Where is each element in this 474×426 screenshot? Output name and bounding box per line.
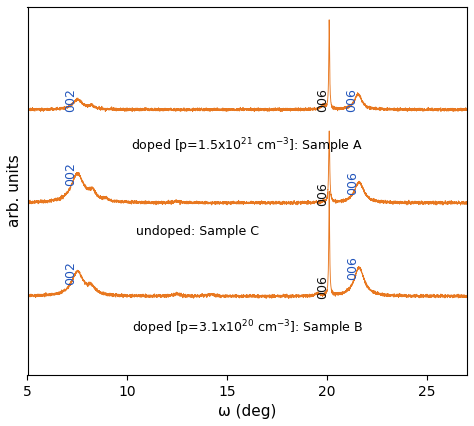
Text: 006: 006	[316, 275, 329, 299]
Text: 002: 002	[64, 88, 77, 112]
Text: 006: 006	[345, 88, 358, 112]
Text: 006: 006	[316, 181, 329, 205]
Text: undoped: Sample C: undoped: Sample C	[136, 225, 259, 239]
X-axis label: ω (deg): ω (deg)	[218, 404, 276, 419]
Text: doped [p=3.1x10$^{20}$ cm$^{-3}$]: Sample B: doped [p=3.1x10$^{20}$ cm$^{-3}$]: Sampl…	[132, 319, 363, 338]
Text: doped [p=1.5x10$^{21}$ cm$^{-3}$]: Sample A: doped [p=1.5x10$^{21}$ cm$^{-3}$]: Sampl…	[131, 136, 363, 155]
Text: 002: 002	[64, 162, 77, 186]
Text: 002: 002	[64, 261, 77, 285]
Text: 006: 006	[316, 88, 329, 112]
Text: 006: 006	[346, 256, 359, 280]
Y-axis label: arb. units: arb. units	[7, 155, 22, 227]
Text: 006: 006	[346, 171, 359, 195]
